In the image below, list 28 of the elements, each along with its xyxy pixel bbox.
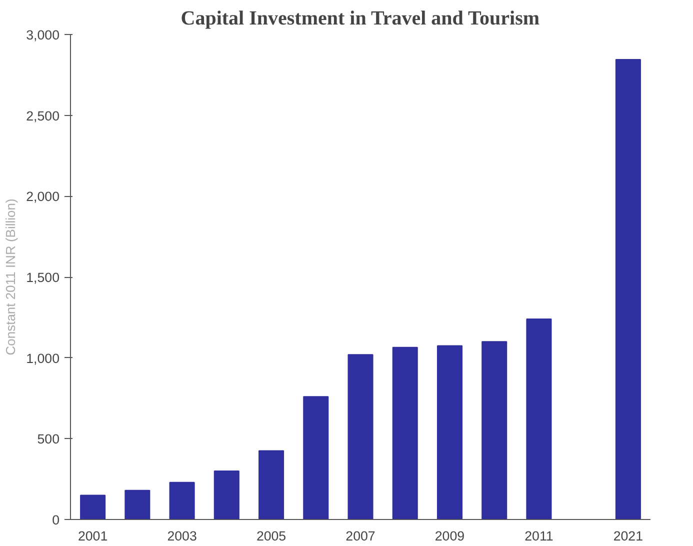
x-tick-label: 2009 (434, 528, 465, 544)
bar (303, 396, 329, 520)
x-tick-label: 2011 (524, 528, 554, 544)
bar (169, 482, 195, 520)
y-tick-label: 1,000 (26, 350, 60, 366)
bar (214, 470, 240, 520)
bar (436, 345, 462, 520)
bar (348, 354, 374, 520)
y-tick-label: 1,500 (26, 270, 60, 285)
bar (526, 318, 552, 520)
y-tick-label: 2,500 (26, 108, 60, 124)
x-tick-label: 2007 (346, 528, 376, 544)
chart-title: Capital Investment in Travel and Tourism (180, 8, 540, 30)
x-tick-label: 2003 (167, 528, 197, 544)
x-tick-label: 2021 (613, 528, 644, 544)
bar (615, 59, 641, 520)
y-tick-label: 2,000 (26, 189, 60, 204)
y-tick-label: 3,000 (26, 28, 60, 42)
x-tick-label: 2001 (78, 528, 108, 544)
bar (80, 494, 106, 520)
y-axis-title: Constant 2011 INR (Billion) (3, 198, 18, 356)
bar (124, 490, 150, 520)
y-tick-label: 500 (37, 432, 60, 447)
bar (258, 450, 284, 520)
y-tick-label: 0 (52, 512, 60, 528)
bar (482, 341, 508, 520)
x-tick-label: 2005 (256, 528, 286, 544)
bar (392, 346, 418, 520)
